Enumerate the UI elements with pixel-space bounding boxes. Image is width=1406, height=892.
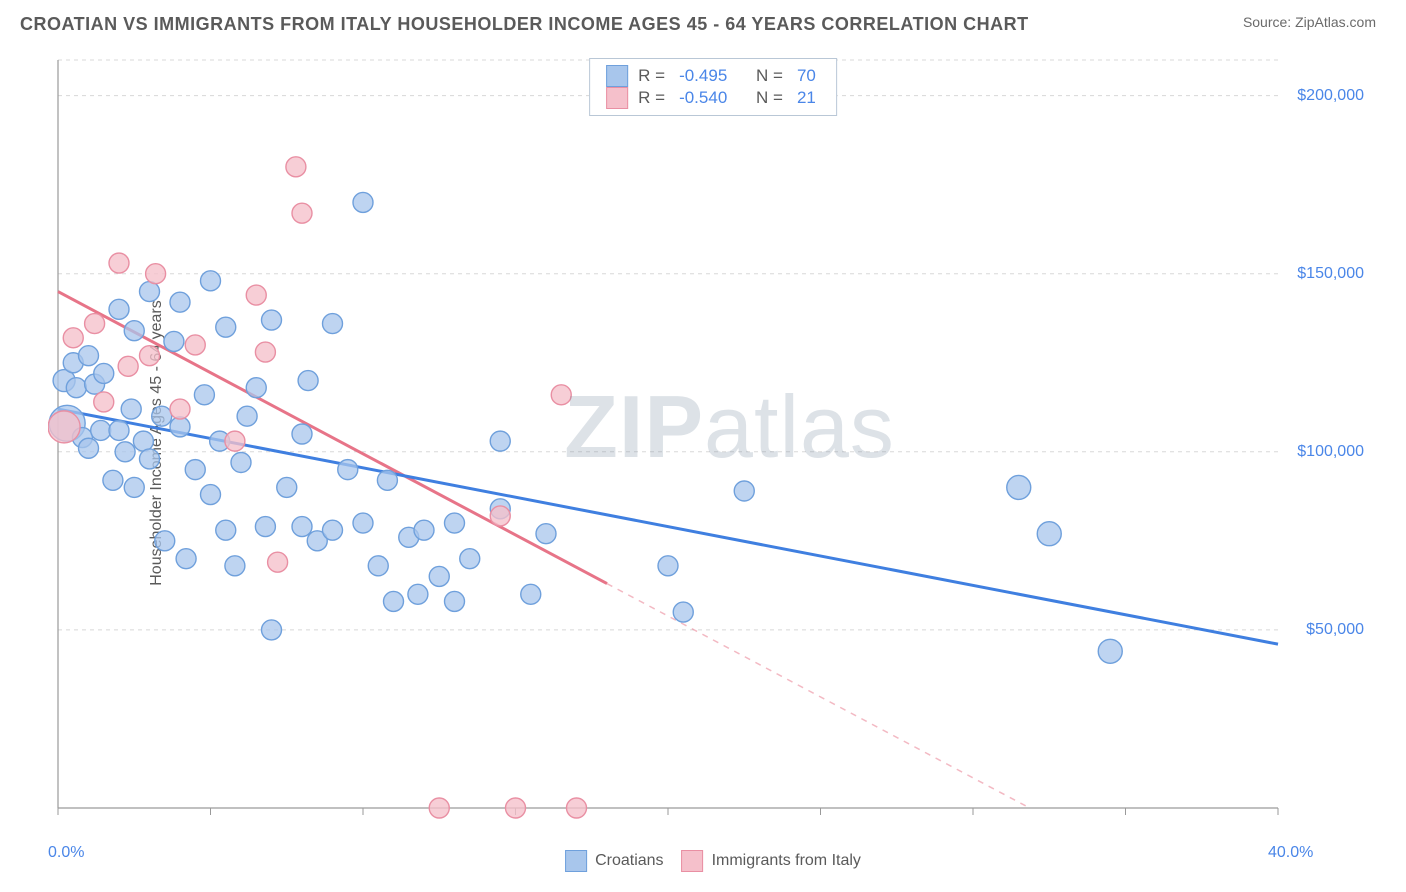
stats-row-italy: R = -0.540 N = 21: [606, 87, 820, 109]
correlation-stats-box: R = -0.495 N = 70 R = -0.540 N = 21: [589, 58, 837, 116]
swatch-icon: [682, 850, 704, 872]
legend-item-italy: Immigrants from Italy: [682, 850, 861, 872]
scatter-plot: [48, 48, 1378, 838]
legend-label: Immigrants from Italy: [712, 852, 861, 870]
x-tick-label: 40.0%: [1268, 844, 1313, 862]
stats-row-croatians: R = -0.495 N = 70: [606, 65, 820, 87]
chart-title: CROATIAN VS IMMIGRANTS FROM ITALY HOUSEH…: [20, 14, 1029, 35]
x-tick-label: 0.0%: [48, 844, 84, 862]
y-tick-label: $100,000: [1297, 443, 1364, 461]
y-tick-label: $50,000: [1306, 621, 1364, 639]
bottom-legend: Croatians Immigrants from Italy: [565, 842, 861, 872]
chart-area: Householder Income Ages 45 - 64 years ZI…: [48, 48, 1378, 838]
swatch-icon: [606, 87, 628, 109]
swatch-icon: [606, 65, 628, 87]
legend-label: Croatians: [595, 852, 663, 870]
y-tick-label: $200,000: [1297, 87, 1364, 105]
legend-item-croatians: Croatians: [565, 850, 663, 872]
y-tick-label: $150,000: [1297, 265, 1364, 283]
swatch-icon: [565, 850, 587, 872]
header: CROATIAN VS IMMIGRANTS FROM ITALY HOUSEH…: [0, 0, 1406, 43]
source-label: Source: ZipAtlas.com: [1243, 14, 1376, 30]
